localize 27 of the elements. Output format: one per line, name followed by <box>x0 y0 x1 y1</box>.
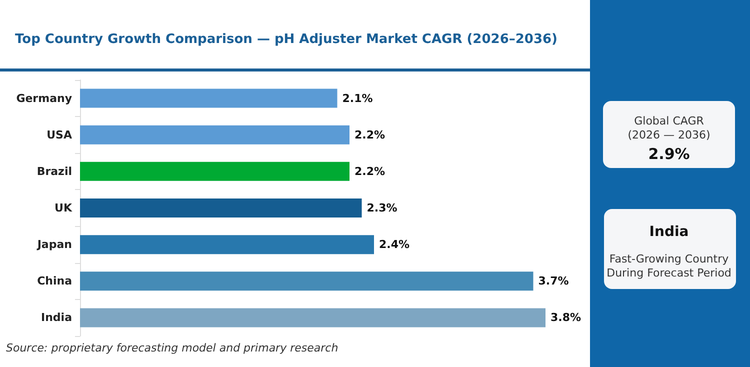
source-note: Source: proprietary forecasting model and primary research <box>6 342 338 354</box>
bar <box>80 162 350 181</box>
bar <box>80 125 350 144</box>
data-label: 2.4% <box>379 238 410 252</box>
bar <box>80 88 338 108</box>
y-tick-label: UK <box>54 202 72 214</box>
data-label: 2.1% <box>342 92 373 105</box>
bar <box>80 198 362 218</box>
text: 2.9% <box>648 145 690 163</box>
data-label: 3.8% <box>550 311 582 324</box>
y-tick-label: Germany <box>16 92 72 105</box>
data-label: 3.7% <box>538 274 569 288</box>
y-tick-label: China <box>37 274 72 288</box>
data-label: 2.3% <box>366 202 398 214</box>
y-tick-label: USA <box>46 128 72 142</box>
data-label: 2.2% <box>354 128 386 142</box>
text: India <box>649 224 689 240</box>
y-tick-label: Brazil <box>36 164 72 178</box>
y-tick-label: Japan <box>36 238 72 252</box>
bar <box>80 272 534 291</box>
text: Global CAGR (2026 — 2036) <box>628 114 710 142</box>
bar <box>80 235 374 254</box>
bar <box>80 308 546 328</box>
y-tick-label: India <box>41 311 72 324</box>
text: Fast-Growing Country During Forecast Period <box>606 252 732 280</box>
chart-title: Top Country Growth Comparison — pH Adjuster Market CAGR (2026–2036) <box>15 32 558 47</box>
data-label: 2.2% <box>354 164 386 178</box>
